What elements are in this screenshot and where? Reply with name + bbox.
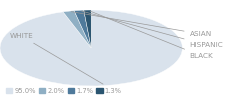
Wedge shape [74, 10, 91, 48]
Legend: 95.0%, 2.0%, 1.7%, 1.3%: 95.0%, 2.0%, 1.7%, 1.3% [3, 85, 124, 97]
Text: ASIAN: ASIAN [71, 12, 212, 37]
Wedge shape [84, 10, 91, 48]
Wedge shape [63, 11, 91, 48]
Text: WHITE: WHITE [10, 33, 103, 84]
Text: BLACK: BLACK [90, 11, 213, 59]
Text: HISPANIC: HISPANIC [82, 11, 223, 48]
Wedge shape [0, 10, 182, 86]
